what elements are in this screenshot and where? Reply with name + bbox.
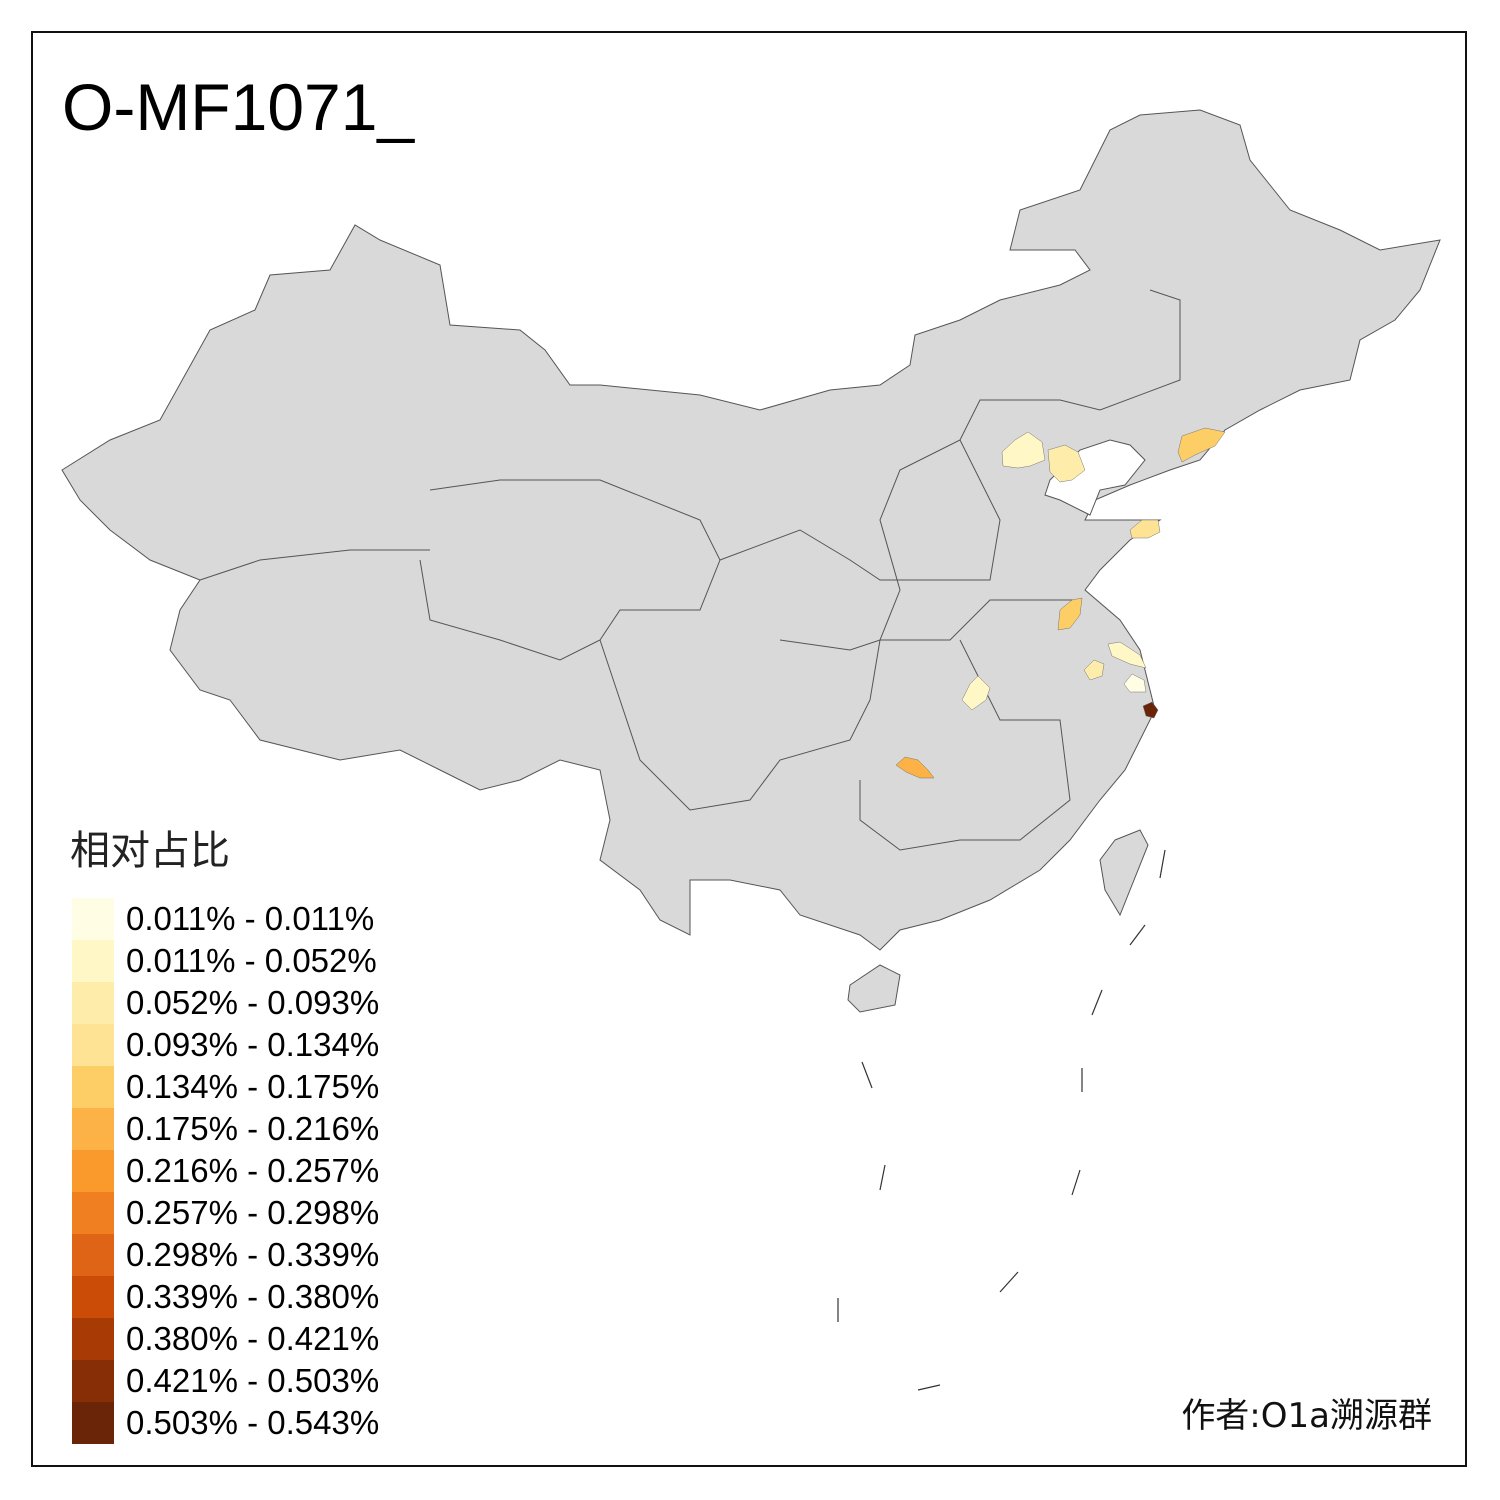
legend-swatch [72, 1108, 114, 1150]
region-shanghai-area [1123, 673, 1147, 693]
region-anhui-east [1083, 659, 1105, 681]
legend: 相对占比 0.011% - 0.011% 0.011% - 0.052% 0.052… [70, 818, 379, 1444]
legend-label: 0.175% - 0.216% [126, 1110, 380, 1147]
legend-item: 0.175% - 0.216% [72, 1108, 379, 1150]
legend-label: 0.134% - 0.175% [126, 1068, 380, 1105]
legend-swatch [72, 1024, 114, 1066]
legend-swatch [72, 898, 114, 940]
region-north-jiangsu [1057, 597, 1083, 631]
legend-swatch [72, 1402, 114, 1444]
china-mainland [61, 109, 1441, 951]
legend-swatch [72, 1360, 114, 1402]
legend-item: 0.421% - 0.503% [72, 1360, 379, 1402]
legend-label: 0.093% - 0.134% [126, 1026, 380, 1063]
legend-swatch [72, 1066, 114, 1108]
legend-label: 0.380% - 0.421% [126, 1320, 380, 1357]
legend-item: 0.380% - 0.421% [72, 1318, 379, 1360]
map-title: O-MF1071_ [62, 70, 415, 144]
province-borders [199, 289, 1181, 851]
legend-label: 0.052% - 0.093% [126, 984, 380, 1021]
author-credit: 作者:O1a溯源群 [1181, 1396, 1432, 1436]
legend-item: 0.093% - 0.134% [72, 1024, 379, 1066]
legend-item: 0.011% - 0.052% [72, 940, 379, 982]
region-jiangsu-south [1107, 641, 1147, 669]
bohai-sea [1044, 439, 1146, 516]
map-frame [31, 31, 1467, 1467]
legend-swatch [72, 982, 114, 1024]
legend-label: 0.339% - 0.380% [126, 1278, 380, 1315]
taiwan-island [1099, 829, 1149, 917]
region-shandong-tip [1129, 519, 1161, 539]
legend-title: 相对占比 [70, 828, 230, 874]
hainan-island [847, 964, 901, 1013]
legend-item: 0.134% - 0.175% [72, 1066, 379, 1108]
legend-label: 0.011% - 0.011% [126, 900, 375, 937]
region-tianjin-area [1047, 444, 1086, 483]
legend-swatch [72, 1234, 114, 1276]
legend-swatch [72, 1150, 114, 1192]
legend-label: 0.298% - 0.339% [126, 1236, 380, 1273]
legend-label: 0.503% - 0.543% [126, 1404, 380, 1441]
legend-item: 0.216% - 0.257% [72, 1150, 379, 1192]
region-liaoning-coast [1177, 427, 1226, 463]
highlighted-regions [895, 427, 1226, 779]
legend-item: 0.503% - 0.543% [72, 1402, 379, 1444]
legend-swatch [72, 940, 114, 982]
legend-label: 0.011% - 0.052% [126, 942, 377, 979]
legend-label: 0.257% - 0.298% [126, 1194, 380, 1231]
region-hubei [961, 675, 991, 711]
legend-label: 0.216% - 0.257% [126, 1152, 380, 1189]
legend-item: 0.298% - 0.339% [72, 1234, 379, 1276]
legend-item: 0.257% - 0.298% [72, 1192, 379, 1234]
legend-item: 0.339% - 0.380% [72, 1276, 379, 1318]
legend-swatch [72, 1192, 114, 1234]
region-zhejiang-islands [1142, 701, 1159, 719]
legend-swatch [72, 1276, 114, 1318]
region-hunan [895, 756, 935, 779]
region-beijing [1001, 431, 1046, 469]
legend-item: 0.011% - 0.011% [72, 898, 379, 940]
south-china-sea-dashes [837, 849, 1166, 1391]
legend-swatch [72, 1318, 114, 1360]
legend-label: 0.421% - 0.503% [126, 1362, 380, 1399]
legend-item: 0.052% - 0.093% [72, 982, 379, 1024]
